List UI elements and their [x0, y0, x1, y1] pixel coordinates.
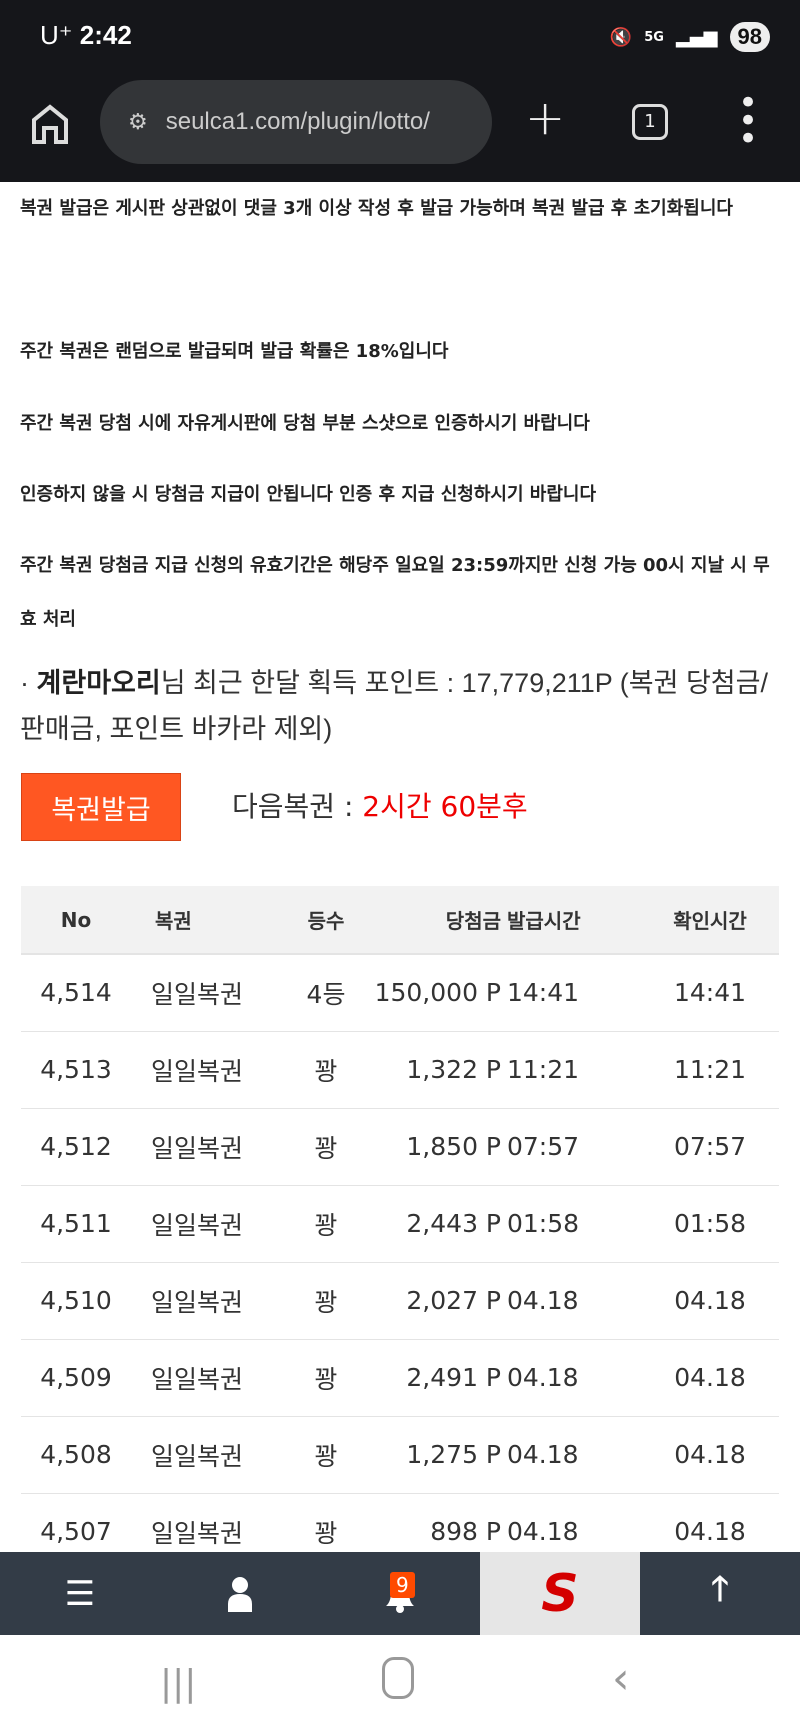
table-cell: 1,322 P — [371, 1031, 501, 1109]
table-row: 4,514 일일복권 4등 150,000 P 14:41 14:41 — [21, 954, 779, 1032]
table-cell: 150,000 P — [371, 954, 501, 1032]
next-lottery: 다음복권 : 2시간 60분후 — [232, 790, 528, 823]
table-cell: 일일복권 — [131, 1339, 281, 1417]
table-cell: 1,850 P — [371, 1108, 501, 1186]
network-label: 5G — [644, 29, 664, 45]
table-cell: 4,511 — [21, 1185, 131, 1263]
table-cell: 일일복권 — [131, 1416, 281, 1494]
table-cell: 일일복권 — [131, 1185, 281, 1263]
table-row: 4,512 일일복권 꽝 1,850 P 07:57 07:57 — [21, 1108, 779, 1186]
table-cell: 2,491 P — [371, 1339, 501, 1417]
notice-5: 주간 복권 당첨금 지급 신청의 유효기간은 해당주 일요일 23:59까지만 … — [20, 555, 770, 630]
table-cell: 4,512 — [21, 1108, 131, 1186]
table-cell: 14:41 — [501, 954, 641, 1032]
table-cell: 꽝 — [281, 1262, 371, 1340]
table-row: 4,509 일일복권 꽝 2,491 P 04.18 04.18 — [21, 1339, 779, 1417]
table-cell: 07:57 — [641, 1108, 779, 1186]
hamburger-icon: ☰ — [64, 1573, 96, 1614]
url-text: seulca1.com/plugin/lotto/ — [165, 108, 430, 135]
signal-icon: ▂▄▆ — [675, 26, 718, 48]
status-bar: U⁺ 2:42 🔇 5G ▂▄▆ 98 — [0, 0, 800, 78]
notice-4: 인증하지 않을 시 당첨금 지급이 안됩니다 인증 후 지급 신청하시기 바랍니… — [20, 484, 597, 505]
column-header: 복권 — [131, 886, 281, 955]
table-cell: 4,508 — [21, 1416, 131, 1494]
table-row: 4,508 일일복권 꽝 1,275 P 04.18 04.18 — [21, 1416, 779, 1494]
site-logo-button[interactable]: S — [480, 1552, 640, 1635]
more-menu-icon[interactable]: • • • — [738, 83, 759, 159]
table-cell: 일일복권 — [131, 1262, 281, 1340]
new-tab-icon[interactable]: + — [525, 90, 566, 146]
table-cell: 4등 — [281, 954, 371, 1032]
table-cell: 04.18 — [641, 1262, 779, 1340]
recents-icon[interactable]: ||| — [160, 1663, 197, 1704]
system-nav-bar: ||| ‹ — [0, 1635, 800, 1734]
table-cell: 꽝 — [281, 1108, 371, 1186]
points-summary: · 계란마오리님 최근 한달 획득 포인트 : 17,779,211P (복권 … — [20, 668, 768, 744]
battery-level: 98 — [729, 22, 770, 52]
table-cell: 04.18 — [501, 1339, 641, 1417]
next-lottery-time: 2시간 60분후 — [362, 790, 528, 823]
logo-s-icon: S — [541, 1563, 579, 1624]
table-cell: 2,027 P — [371, 1262, 501, 1340]
address-bar[interactable]: ⚙ seulca1.com/plugin/lotto/ — [100, 80, 492, 164]
table-row: 4,510 일일복권 꽝 2,027 P 04.18 04.18 — [21, 1262, 779, 1340]
table-cell: 꽝 — [281, 1185, 371, 1263]
notification-badge: 9 — [390, 1572, 415, 1598]
table-cell: 14:41 — [641, 954, 779, 1032]
table-cell: 07:57 — [501, 1108, 641, 1186]
mute-icon: 🔇 — [609, 26, 633, 48]
table-cell: 꽝 — [281, 1416, 371, 1494]
notice-3: 주간 복권 당첨 시에 자유게시판에 당첨 부분 스샷으로 인증하시기 바랍니다 — [20, 413, 590, 434]
column-header: 확인시간 — [641, 886, 779, 955]
site-settings-icon[interactable]: ⚙ — [128, 109, 148, 134]
table-cell: 일일복권 — [131, 1108, 281, 1186]
tab-switcher-button[interactable]: 1 — [632, 104, 668, 140]
table-cell: 04.18 — [641, 1416, 779, 1494]
table-cell: 꽝 — [281, 1031, 371, 1109]
carrier: U⁺ — [40, 20, 73, 50]
profile-button[interactable] — [160, 1552, 320, 1635]
table-cell: 11:21 — [501, 1031, 641, 1109]
home-icon[interactable] — [28, 102, 72, 146]
arrow-up-icon: 🡑 — [711, 1569, 729, 1609]
lottery-history-table: No 복권 등수 당첨금 발급시간 확인시간 4,514 일일복권 4등 150,000 P 14… — [21, 886, 779, 1571]
table-cell: 04.18 — [501, 1262, 641, 1340]
table-cell: 4,514 — [21, 954, 131, 1032]
scroll-top-button[interactable]: 🡑 — [640, 1552, 800, 1635]
menu-button[interactable]: ☰ — [0, 1552, 160, 1635]
table-cell: 2,443 P — [371, 1185, 501, 1263]
column-header: No — [21, 886, 131, 955]
table-cell: 4,509 — [21, 1339, 131, 1417]
bottom-nav: ☰ 9 S 🡑 — [0, 1552, 800, 1635]
notifications-button[interactable]: 9 — [320, 1552, 480, 1635]
table-cell: 11:21 — [641, 1031, 779, 1109]
table-cell: 4,513 — [21, 1031, 131, 1109]
table-row: 4,511 일일복권 꽝 2,443 P 01:58 01:58 — [21, 1185, 779, 1263]
table-cell: 01:58 — [641, 1185, 779, 1263]
issue-lottery-button[interactable]: 복권발급 — [21, 773, 181, 841]
table-cell: 04.18 — [641, 1339, 779, 1417]
table-cell: 꽝 — [281, 1339, 371, 1417]
column-header: 당첨금 — [371, 886, 501, 955]
table-row: 4,513 일일복권 꽝 1,322 P 11:21 11:21 — [21, 1031, 779, 1109]
table-cell: 일일복권 — [131, 1031, 281, 1109]
clock: 2:42 — [79, 20, 132, 50]
table-cell: 04.18 — [501, 1416, 641, 1494]
table-cell: 1,275 P — [371, 1416, 501, 1494]
table-cell: 4,510 — [21, 1262, 131, 1340]
column-header: 등수 — [281, 886, 371, 955]
browser-toolbar: ⚙ seulca1.com/plugin/lotto/ + 1 • • • — [0, 78, 800, 182]
home-nav-icon[interactable] — [382, 1657, 414, 1699]
user-icon — [228, 1576, 252, 1612]
username: 계란마오리 — [36, 668, 161, 698]
column-header: 발급시간 — [501, 886, 641, 955]
back-icon[interactable]: ‹ — [612, 1653, 630, 1704]
table-cell: 01:58 — [501, 1185, 641, 1263]
table-cell: 일일복권 — [131, 954, 281, 1032]
notice-1: 복권 발급은 게시판 상관없이 댓글 3개 이상 작성 후 발급 가능하며 복권… — [20, 198, 733, 219]
notice-2: 주간 복권은 랜덤으로 발급되며 발급 확률은 18%입니다 — [20, 341, 449, 362]
